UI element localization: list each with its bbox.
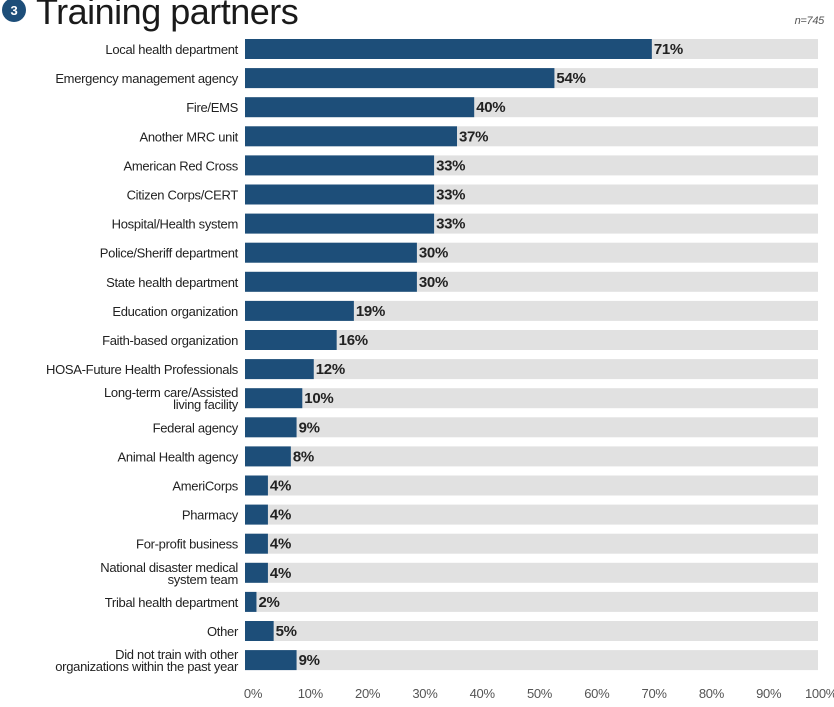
x-tick-label: 70%: [642, 686, 668, 701]
bar: [245, 213, 435, 234]
category-label: State health department: [106, 275, 239, 290]
value-label: 8%: [293, 448, 314, 465]
badge-number: 3: [11, 3, 18, 18]
bar: [245, 271, 417, 292]
bar: [245, 591, 257, 612]
category-label: Faith-based organization: [102, 333, 238, 348]
x-tick-label: 30%: [412, 686, 438, 701]
value-label: 4%: [270, 536, 291, 553]
category-label: AmeriCorps: [172, 479, 238, 494]
category-label: Fire/EMS: [186, 100, 238, 115]
value-label: 30%: [419, 245, 448, 262]
badge: [2, 0, 26, 22]
bar-track: [245, 621, 818, 641]
bar-track: [245, 562, 818, 583]
bar: [245, 446, 291, 467]
x-tick-label: 50%: [527, 686, 553, 701]
bar-track: [245, 591, 818, 612]
category-label: Federal agency: [153, 420, 239, 435]
category-label: Tribal health department: [105, 595, 239, 610]
bar-track: [245, 359, 818, 380]
bar: [245, 359, 314, 380]
x-tick-label: 100%: [805, 686, 834, 701]
value-label: 4%: [270, 507, 291, 524]
bar-track: [245, 300, 818, 321]
value-label: 54%: [556, 70, 585, 87]
value-label: 4%: [270, 565, 291, 582]
value-label: 5%: [276, 623, 297, 640]
bar: [245, 97, 475, 118]
bar-track: [245, 650, 818, 671]
bar-track: [245, 330, 818, 350]
bar: [245, 184, 435, 205]
category-label: Citizen Corps/CERT: [127, 188, 239, 203]
value-label: 16%: [339, 332, 368, 349]
value-label: 9%: [299, 419, 320, 436]
x-tick-label: 90%: [756, 686, 782, 701]
category-label: Police/Sheriff department: [100, 246, 239, 261]
value-label: 37%: [459, 128, 488, 145]
bar: [245, 300, 354, 321]
x-tick-label: 0%: [244, 686, 263, 701]
bar-track: [245, 417, 818, 438]
value-label: 4%: [270, 477, 291, 494]
bar: [245, 155, 435, 176]
bar: [245, 533, 268, 554]
bar: [245, 621, 274, 641]
value-label: 2%: [258, 594, 279, 611]
value-label: 33%: [436, 216, 465, 233]
bar: [245, 650, 297, 671]
bar: [245, 417, 297, 438]
bar: [245, 562, 268, 583]
category-label: Emergency management agency: [55, 71, 238, 86]
bar: [245, 68, 555, 89]
x-tick-label: 80%: [699, 686, 725, 701]
category-label: Local health department: [105, 42, 238, 57]
bar: [245, 242, 417, 263]
x-tick-label: 40%: [470, 686, 496, 701]
value-label: 9%: [299, 652, 320, 669]
x-tick-label: 20%: [355, 686, 381, 701]
category-label: Another MRC unit: [139, 129, 238, 144]
category-label: HOSA-Future Health Professionals: [46, 362, 239, 377]
category-label: Other: [207, 624, 239, 639]
sample-size: n=745: [795, 15, 826, 27]
bar: [245, 388, 303, 409]
bar-track: [245, 388, 818, 409]
value-label: 10%: [304, 390, 333, 407]
bar-track: [245, 475, 818, 496]
value-label: 12%: [316, 361, 345, 378]
category-label: Hospital/Health system: [112, 217, 238, 232]
bar: [245, 126, 458, 147]
bar: [245, 330, 337, 350]
bar: [245, 504, 268, 525]
chart-title: Training partners: [36, 0, 298, 32]
category-label: National disaster medical system team: [100, 560, 238, 587]
bar-track: [245, 533, 818, 554]
value-label: 71%: [654, 41, 683, 58]
value-label: 19%: [356, 303, 385, 320]
category-label: Education organization: [112, 304, 238, 319]
value-label: 33%: [436, 186, 465, 203]
category-label: Animal Health agency: [118, 449, 239, 464]
category-label: American Red Cross: [123, 158, 238, 173]
value-label: 30%: [419, 274, 448, 291]
category-label: Did not train with other organizations wi…: [55, 647, 239, 674]
category-label: For-profit business: [136, 537, 239, 552]
bar-track: [245, 504, 818, 525]
bar: [245, 475, 268, 496]
bar-track: [245, 446, 818, 467]
category-label: Long-term care/Assisted living facility: [104, 385, 239, 412]
x-tick-label: 60%: [584, 686, 610, 701]
category-label: Pharmacy: [182, 508, 239, 523]
value-label: 33%: [436, 157, 465, 174]
x-tick-label: 10%: [298, 686, 324, 701]
value-label: 40%: [476, 99, 505, 116]
bar: [245, 39, 652, 59]
